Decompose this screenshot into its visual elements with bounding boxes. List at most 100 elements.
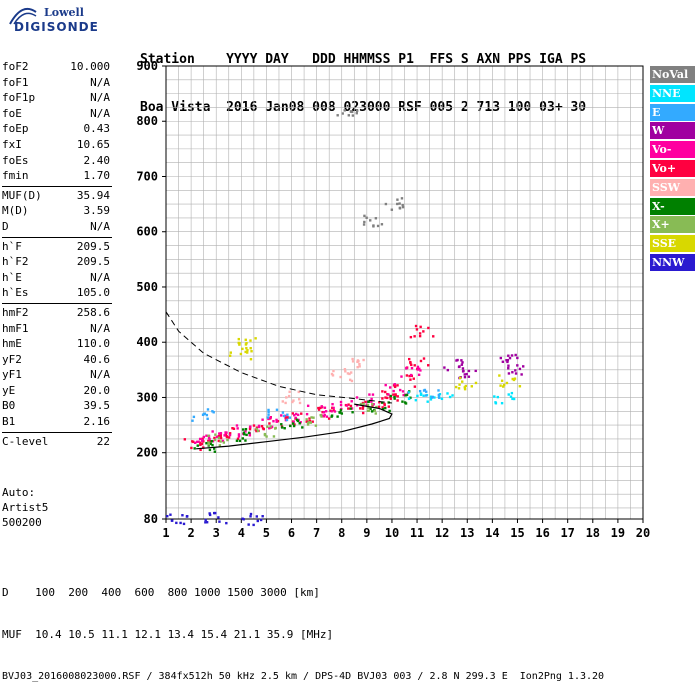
data-point (310, 416, 313, 419)
param-value: N/A (90, 321, 110, 335)
data-point (384, 396, 387, 399)
data-point (463, 373, 466, 376)
data-point (518, 385, 522, 388)
data-point (440, 397, 444, 401)
data-point (514, 353, 517, 357)
data-point (422, 394, 425, 397)
data-point (470, 385, 474, 388)
data-point (347, 407, 350, 410)
param-row: yF1 N/A (2, 367, 112, 383)
param-name: foE (2, 106, 22, 120)
data-point (245, 346, 248, 350)
data-point (506, 359, 510, 362)
data-point (401, 390, 405, 393)
param-separator (2, 185, 112, 187)
param-value: 39.5 (83, 399, 111, 413)
data-point (298, 398, 301, 401)
param-value: N/A (90, 91, 110, 105)
data-point (266, 425, 269, 428)
data-point (502, 383, 506, 387)
data-point (255, 515, 259, 518)
param-value: N/A (90, 219, 110, 233)
digisonde-logo: Lowell DIGISONDE (4, 6, 98, 48)
data-point (224, 431, 227, 434)
y-tick-label: 300 (136, 390, 158, 404)
data-point (202, 435, 206, 439)
param-name: foF1 (2, 75, 29, 89)
data-point (325, 415, 329, 418)
data-point (507, 364, 510, 367)
logo-text-digisonde: DIGISONDE (14, 20, 99, 34)
data-point (213, 447, 216, 450)
data-point (422, 389, 426, 392)
data-point (362, 402, 365, 406)
data-point (387, 405, 391, 408)
data-point (461, 361, 464, 364)
auto-label: Auto: (2, 486, 36, 499)
data-point (241, 428, 245, 431)
data-point (269, 425, 272, 428)
data-point (266, 416, 270, 419)
data-point (217, 434, 220, 438)
data-point (192, 440, 195, 444)
param-value: 0.43 (83, 122, 111, 136)
param-separator (2, 236, 112, 238)
data-point (416, 394, 419, 398)
data-point (369, 219, 372, 222)
data-point (415, 328, 419, 331)
data-point (347, 403, 350, 406)
data-point (387, 393, 390, 396)
data-point (419, 325, 422, 329)
data-point (268, 422, 271, 425)
data-point (398, 207, 402, 210)
data-point (339, 375, 342, 379)
data-point (349, 404, 353, 408)
x-tick-label: 10 (385, 526, 399, 540)
data-point (269, 416, 272, 419)
data-point (430, 396, 434, 399)
data-point (458, 376, 462, 380)
data-point (507, 393, 510, 396)
data-point (365, 216, 368, 219)
data-point (324, 410, 328, 413)
data-point (454, 385, 458, 389)
data-point (219, 433, 222, 437)
data-point (456, 358, 459, 362)
data-point (205, 521, 209, 524)
data-point (267, 413, 270, 416)
param-value: 40.6 (83, 352, 111, 366)
data-point (200, 442, 204, 446)
data-point (414, 324, 418, 328)
data-point (376, 224, 380, 228)
data-point (284, 416, 287, 419)
data-point (370, 397, 373, 401)
data-point (384, 406, 387, 410)
data-point (386, 396, 389, 400)
data-point (192, 415, 196, 419)
param-row: foF1 N/A (2, 75, 112, 91)
data-point (398, 202, 401, 205)
data-point (199, 448, 202, 452)
data-point (199, 441, 202, 444)
param-name: h`F (2, 239, 22, 253)
data-point (506, 360, 509, 364)
data-point (317, 406, 320, 410)
data-point (339, 408, 343, 412)
data-point (381, 397, 384, 400)
data-point (293, 423, 296, 426)
data-point (280, 414, 283, 417)
data-point (327, 417, 331, 420)
data-point (400, 375, 403, 378)
x-tick-label: 6 (288, 526, 295, 540)
data-point (432, 335, 435, 338)
data-point (359, 402, 363, 406)
data-point (409, 373, 413, 377)
data-point (292, 399, 295, 402)
data-point (207, 436, 211, 440)
data-point (405, 393, 409, 397)
data-point (462, 369, 465, 373)
data-point (259, 518, 263, 522)
legend-item: SSW (650, 178, 695, 196)
data-point (369, 407, 372, 411)
data-point (170, 519, 174, 522)
